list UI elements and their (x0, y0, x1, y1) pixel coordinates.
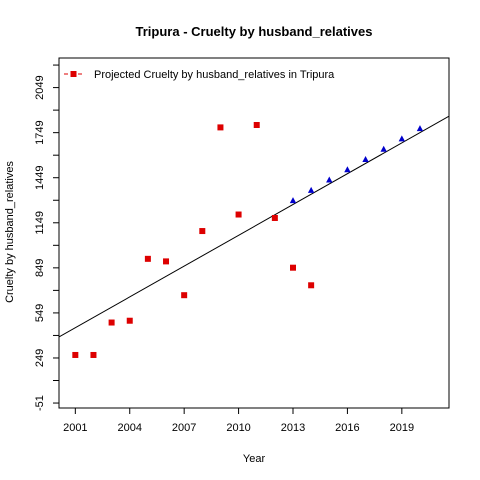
plot-box (58, 57, 450, 409)
projected-point (344, 166, 351, 173)
projected-point (380, 145, 387, 152)
observed-point (290, 264, 296, 271)
x-axis: 2001 2004 2007 2010 2013 2016 2019 (63, 408, 414, 434)
observed-point (217, 124, 224, 131)
legend-box (60, 59, 390, 89)
projected-point (362, 155, 369, 162)
projected-point (307, 186, 315, 193)
y-tick-label: 849 (34, 259, 46, 277)
observed-point (144, 255, 151, 262)
x-tick-label: 2010 (226, 422, 250, 434)
y-tick-label: 549 (34, 304, 46, 322)
y-tick-label: 1449 (34, 165, 46, 189)
observed-point (235, 211, 242, 218)
plot-area (59, 115, 449, 358)
observed-point (72, 351, 79, 358)
projected-point (326, 176, 333, 183)
x-tick-label: 2019 (390, 422, 414, 434)
x-tick-label: 2004 (118, 422, 142, 434)
observed-point (199, 228, 206, 235)
y-tick-label: 1749 (34, 120, 46, 144)
x-axis-label: Year (243, 453, 266, 465)
projected-point (398, 135, 406, 142)
y-axis: -51 249 549 849 1149 1449 1749 2049 (34, 64, 59, 411)
y-tick-label: 249 (34, 349, 46, 367)
observed-point (126, 317, 133, 324)
observed-point (181, 292, 188, 299)
y-tick-label: -51 (34, 395, 46, 411)
x-tick-label: 2016 (335, 422, 359, 434)
legend: Projected Cruelty by husband_relatives i… (60, 59, 390, 89)
x-tick-label: 2013 (281, 422, 305, 434)
x-tick-label: 2007 (172, 422, 196, 434)
chart-title: Tripura - Cruelty by husband_relatives (136, 24, 373, 39)
y-tick-label: 1149 (34, 211, 46, 235)
observed-point (163, 258, 170, 265)
projected-point (416, 125, 424, 132)
projected-point (289, 197, 297, 204)
observed-point (308, 282, 315, 289)
observed-point (271, 214, 278, 221)
x-tick-label: 2001 (63, 422, 87, 434)
legend-label: Projected Cruelty by husband_relatives i… (94, 69, 335, 81)
observed-point (253, 121, 260, 128)
observed-point (108, 319, 115, 326)
y-axis-label: Cruelty by husband_relatives (4, 161, 16, 303)
observed-point (90, 351, 97, 358)
legend-marker (70, 71, 77, 77)
y-tick-label: 2049 (34, 75, 46, 99)
trend-line (59, 115, 449, 338)
